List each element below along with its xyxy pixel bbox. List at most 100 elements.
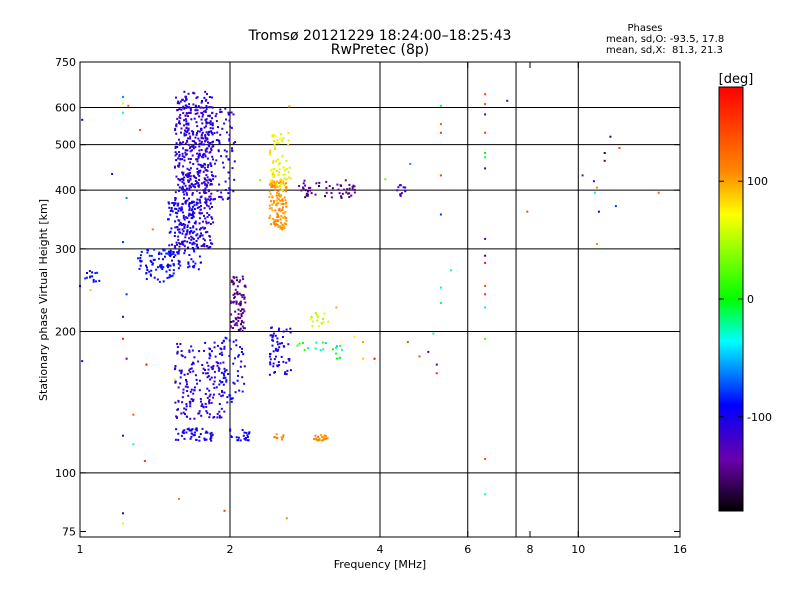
echo-point [198,152,201,155]
echo-point [86,272,88,274]
echo-point [186,229,189,232]
echo-point [209,199,212,202]
echo-point [191,140,194,143]
echo-point [200,182,203,185]
echo-point [233,276,236,279]
echo-point [324,342,327,344]
echo-point [317,435,319,438]
echo-point [192,225,195,228]
echo-point [180,354,183,357]
echo-point [194,262,197,265]
echo-point [181,232,184,235]
echo-point [159,265,161,268]
echo-point [174,145,177,148]
echo-point [268,217,271,219]
echo-point [229,434,232,437]
echo-point [272,200,275,203]
echo-point [211,111,214,114]
echo-point [122,95,124,98]
echo-point [193,92,196,95]
echo-point [204,137,207,140]
echo-point [432,332,435,335]
echo-point [174,154,177,157]
echo-point [362,341,365,343]
echo-point [273,167,276,170]
echo-point [180,108,183,111]
echo-point [304,189,307,192]
echo-point [276,340,279,343]
echo-point [205,150,208,153]
echo-point [186,217,189,219]
echo-point [193,140,195,143]
echo-point [176,416,178,419]
echo-point [176,252,179,255]
echo-point [189,161,192,164]
echo-point [187,127,190,130]
echo-point [204,393,207,395]
echo-point [195,177,198,180]
echo-point [270,200,273,203]
echo-point [246,436,249,438]
echo-point [273,358,276,361]
echo-point [318,437,321,440]
echo-point [362,357,365,360]
echo-point [339,184,342,187]
echo-point [220,395,223,398]
echo-point [216,364,219,367]
echo-point [232,301,235,304]
echo-point [285,517,288,520]
echo-point [282,360,285,363]
echo-point [190,238,193,241]
echo-point [208,413,211,416]
echo-point [240,315,243,317]
echo-point [200,232,202,235]
echo-point [228,339,231,342]
echo-point [435,363,438,366]
echo-point [218,142,221,145]
echo-point [198,217,201,220]
echo-point [427,350,430,353]
echo-point [177,438,180,441]
echo-point [122,512,124,515]
echo-point [159,264,162,267]
echo-point [204,149,207,152]
echo-point [205,179,208,182]
echo-point [318,185,320,187]
echo-point [203,190,206,193]
colorbar-tick-label: 0 [747,293,754,306]
echo-point [277,142,280,145]
echo-point [186,149,189,152]
echo-point [439,123,442,126]
echo-point [207,164,210,166]
echo-point [217,149,220,152]
echo-point [235,322,238,324]
echo-point [238,281,241,283]
echo-point [484,131,487,134]
echo-point [219,195,222,198]
echo-point [189,437,192,440]
echo-point [198,410,201,413]
echo-point [205,222,208,225]
echo-point [209,393,212,396]
echo-point [269,358,272,361]
echo-point [179,242,182,245]
echo-point [179,264,182,267]
echo-point [139,264,142,267]
echo-point [285,219,288,222]
echo-point [330,192,333,194]
echo-point [146,269,149,271]
echo-point [275,199,278,202]
echo-point [228,119,231,122]
echo-point [230,280,233,283]
echo-point [186,131,188,134]
echo-point [178,245,181,248]
echo-point [200,400,202,403]
echo-point [160,263,163,266]
echo-point [276,186,279,189]
echo-point [175,208,178,211]
echo-point [240,294,243,297]
y-tick-label: 600 [55,101,76,114]
echo-point [88,270,91,273]
echo-point [211,217,214,220]
echo-point [204,187,207,190]
